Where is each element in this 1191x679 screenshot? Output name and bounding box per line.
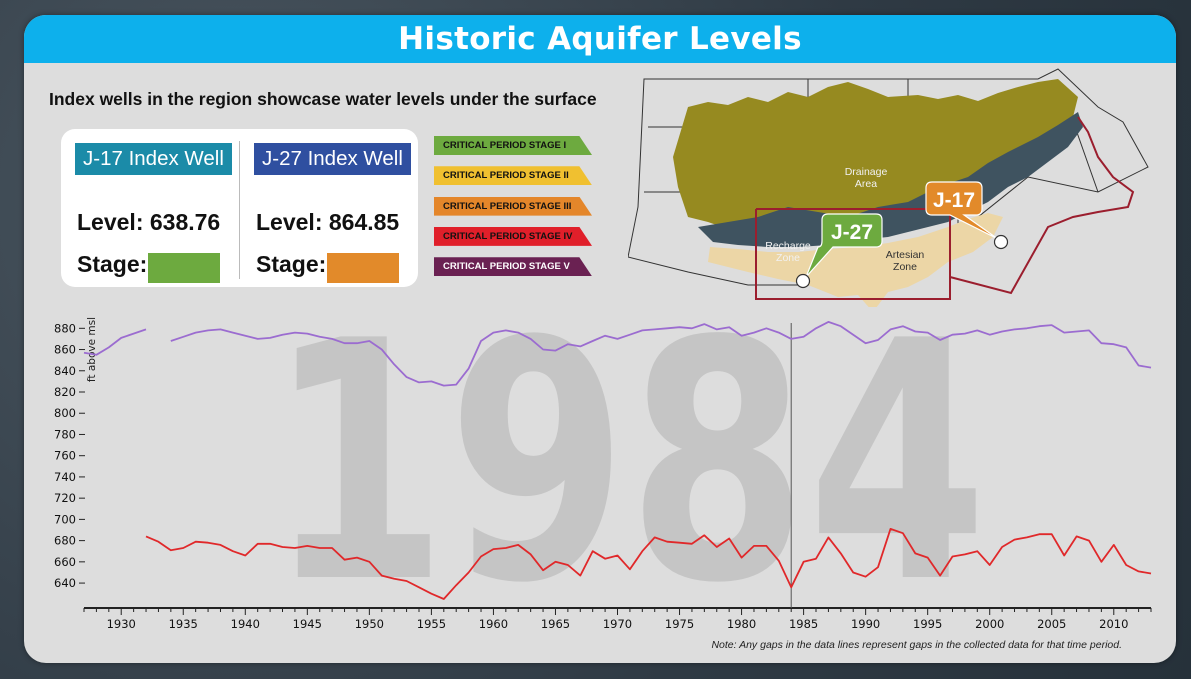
- x-tick-label-1955: 1955: [417, 617, 446, 631]
- series-j-27-segment-0: [83, 328, 147, 356]
- y-tick-label-700: 700: [54, 512, 76, 526]
- x-tick-label-2005: 2005: [1037, 617, 1066, 631]
- x-tick-label-1940: 1940: [231, 617, 260, 631]
- aquifer-map: Drainage Area Recharge Zone Artesian Zon…: [628, 68, 1149, 307]
- j27-marker: J-27: [795, 213, 883, 289]
- recharge-label-2: Zone: [776, 252, 800, 264]
- y-tick-label-660: 660: [54, 555, 76, 569]
- x-tick-label-1930: 1930: [107, 617, 136, 631]
- y-tick-label-880: 880: [54, 321, 76, 335]
- j17-marker: J-17: [925, 181, 1009, 250]
- drainage-label-2: Area: [855, 178, 877, 190]
- y-tick-label-840: 840: [54, 364, 76, 378]
- well-j27-level: Level: 864.85: [256, 209, 400, 235]
- artesian-label-1: Artesian: [886, 249, 925, 261]
- legend-stage-4: CRITICAL PERIOD STAGE IV: [434, 226, 592, 246]
- y-axis-label: ft above msl: [86, 317, 98, 382]
- data-gap-note: Note: Any gaps in the data lines represe…: [711, 639, 1122, 651]
- well-divider: [239, 141, 240, 279]
- y-tick-label-640: 640: [54, 576, 76, 590]
- x-tick-label-1960: 1960: [479, 617, 508, 631]
- x-tick-label-1970: 1970: [603, 617, 632, 631]
- drainage-area: [673, 79, 1078, 237]
- y-tick-label-720: 720: [54, 491, 76, 505]
- artesian-label-2: Zone: [893, 261, 917, 273]
- j17-tag: J-17: [933, 189, 975, 212]
- series-lines: [83, 321, 1152, 600]
- well-j27-name: J-27 Index Well: [254, 143, 411, 175]
- x-tick-label-1950: 1950: [355, 617, 384, 631]
- y-tick-label-820: 820: [54, 385, 76, 399]
- x-tick-label-1990: 1990: [851, 617, 880, 631]
- legend-stage-3: CRITICAL PERIOD STAGE III: [434, 196, 592, 216]
- x-tick-label-1975: 1975: [665, 617, 694, 631]
- y-tick-label-800: 800: [54, 406, 76, 420]
- edwards-boundary: [755, 116, 1135, 300]
- j27-tag: J-27: [831, 221, 873, 244]
- legend-stage-1: CRITICAL PERIOD STAGE I: [434, 136, 592, 155]
- x-tick-label-1945: 1945: [293, 617, 322, 631]
- page-title: Historic Aquifer Levels: [24, 15, 1176, 63]
- map-labels: Drainage Area Recharge Zone Artesian Zon…: [765, 166, 924, 273]
- well-j17-level: Level: 638.76: [77, 209, 221, 235]
- y-tick-label-860: 860: [54, 343, 76, 357]
- well-j17-stage-swatch: [148, 253, 220, 283]
- x-tick-label-1980: 1980: [727, 617, 756, 631]
- series-j-17-segment-0: [145, 528, 1152, 600]
- y-tick-label-740: 740: [54, 470, 76, 484]
- x-tick-label-2000: 2000: [975, 617, 1004, 631]
- recharge-zone: [698, 112, 1083, 247]
- infographic-card: Historic Aquifer Levels Index wells in t…: [24, 15, 1176, 663]
- x-tick-label-1995: 1995: [913, 617, 942, 631]
- series-j-27-segment-1: [170, 321, 1152, 387]
- well-j27-stage-label: Stage:: [256, 251, 327, 277]
- y-tick-label-680: 680: [54, 534, 76, 548]
- artesian-zone: [708, 213, 1003, 307]
- x-tick-label-2010: 2010: [1099, 617, 1128, 631]
- x-axis: 1930 1935 1940 1945 1950 1955 1960 1965 1970 1975…: [83, 607, 1152, 631]
- legend-stage-2: CRITICAL PERIOD STAGE II: [434, 166, 592, 186]
- drainage-label-1: Drainage: [845, 166, 888, 178]
- well-j27: J-27 Index Well Level: 864.85 Stage:: [254, 143, 411, 283]
- x-tick-label-1965: 1965: [541, 617, 570, 631]
- index-well-panel: J-17 Index Well Level: 638.76 Stage: J-2…: [61, 129, 418, 287]
- stage-legend: CRITICAL PERIOD STAGE I CRITICAL PERIOD …: [434, 136, 592, 287]
- legend-stage-5: CRITICAL PERIOD STAGE V: [434, 257, 592, 277]
- well-j27-stage-swatch: [327, 253, 399, 283]
- current-year-watermark: 1984: [268, 305, 988, 635]
- well-j17-name: J-17 Index Well: [75, 143, 232, 175]
- y-axis: 640 660 680 700 720 740 760 780 800 820 840 860 880: [54, 321, 85, 590]
- x-tick-label-1985: 1985: [789, 617, 818, 631]
- y-tick-label-760: 760: [54, 449, 76, 463]
- x-tick-label-1935: 1935: [169, 617, 198, 631]
- well-j17-stage-label: Stage:: [77, 251, 148, 277]
- y-tick-label-780: 780: [54, 427, 76, 441]
- aquifer-level-chart: 1984 640 660 680 700 720 740 760 780 800 820 840 86…: [54, 305, 1152, 635]
- well-j17: J-17 Index Well Level: 638.76 Stage:: [75, 143, 232, 283]
- recharge-label-1: Recharge: [765, 240, 811, 252]
- subtitle: Index wells in the region showcase water…: [49, 89, 597, 109]
